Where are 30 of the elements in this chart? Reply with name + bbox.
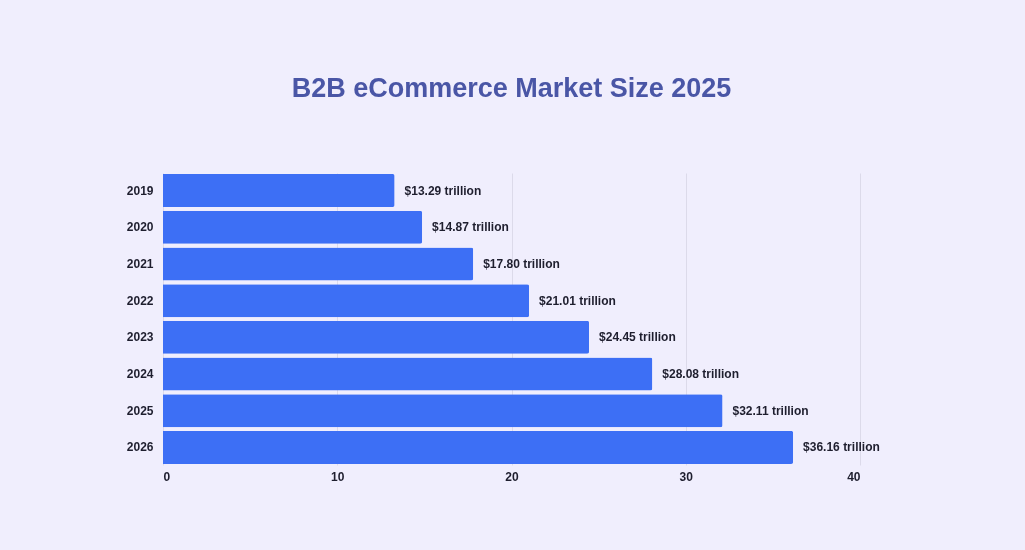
bar xyxy=(163,284,530,318)
bar xyxy=(163,174,395,208)
bar xyxy=(163,430,794,464)
data-label: $36.16 trillion xyxy=(803,440,880,455)
y-tick-label: 2019 xyxy=(126,183,154,198)
data-label: $28.08 trillion xyxy=(662,367,739,382)
y-tick-label: 2022 xyxy=(126,293,154,308)
y-tick-label: 2020 xyxy=(126,220,154,235)
y-tick-label: 2025 xyxy=(126,403,154,418)
data-label: $14.87 trillion xyxy=(432,220,509,235)
y-tick-label: 2023 xyxy=(126,330,154,345)
bar xyxy=(163,210,423,244)
chart-title: B2B eCommerce Market Size 2025 xyxy=(291,73,732,103)
x-tick-label: 20 xyxy=(505,469,519,484)
data-label: $13.29 trillion xyxy=(404,183,482,198)
data-label: $32.11 trillion xyxy=(732,403,809,418)
x-tick-label: 10 xyxy=(331,469,345,484)
x-tick-label: 40 xyxy=(847,469,861,484)
x-tick-label: 0 xyxy=(163,469,171,484)
y-tick-label: 2021 xyxy=(126,256,154,271)
data-label: $17.80 trillion xyxy=(483,256,560,271)
data-label: $21.01 trillion xyxy=(539,293,616,308)
bar xyxy=(163,394,723,428)
y-tick-label: 2026 xyxy=(126,440,154,455)
bar xyxy=(163,247,474,281)
data-label: $24.45 trillion xyxy=(599,330,676,345)
bar xyxy=(163,357,653,391)
bar xyxy=(163,320,590,354)
x-tick-label: 30 xyxy=(679,469,694,484)
y-tick-label: 2024 xyxy=(126,367,154,382)
